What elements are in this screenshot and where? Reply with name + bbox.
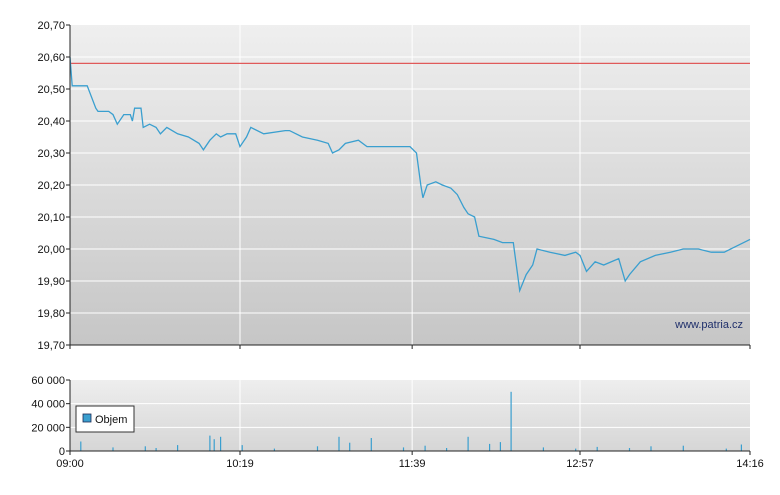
volume-y-tick-label: 60 000 [31, 375, 65, 387]
legend-label: Objem [95, 414, 127, 426]
volume-y-tick-label: 20 000 [31, 422, 65, 434]
price-y-tick-label: 19,90 [37, 276, 65, 288]
price-y-tick-label: 20,70 [37, 20, 65, 32]
price-grid [70, 25, 750, 345]
x-tick-label: 10:19 [226, 458, 254, 470]
price-y-tick-label: 20,40 [37, 116, 65, 128]
price-y-tick-label: 20,60 [37, 52, 65, 64]
x-tick-label: 09:00 [56, 458, 84, 470]
volume-y-axis: 60 000 40 000 20 000 0 [31, 375, 70, 458]
x-tick-label: 12:57 [566, 458, 594, 470]
volume-grid [70, 380, 750, 451]
volume-legend: Objem [75, 405, 135, 433]
price-y-tick-label: 20,00 [37, 244, 65, 256]
price-series-line [69, 56, 751, 294]
x-axis: 09:00 10:19 11:39 12:57 14:16 [56, 451, 764, 470]
volume-plot-area [70, 380, 750, 451]
price-y-tick-label: 19,70 [37, 340, 65, 352]
volume-y-tick-label: 40 000 [31, 399, 65, 411]
x-tick-label: 11:39 [399, 458, 426, 470]
price-y-tick-label: 20,30 [37, 148, 65, 160]
legend-box [75, 405, 135, 433]
price-x-axis-ticks [69, 345, 751, 349]
x-tick-label: 14:16 [736, 458, 764, 470]
price-y-tick-label: 20,20 [37, 180, 65, 192]
price-y-tick-label: 20,10 [37, 212, 65, 224]
price-y-axis: 20,70 20,60 20,50 20,40 20,30 20,20 20,10 20,00… [37, 20, 70, 352]
legend-swatch [82, 413, 92, 423]
volume-y-tick-label: 0 [59, 446, 65, 458]
price-y-tick-label: 20,50 [37, 84, 65, 96]
price-y-tick-label: 19,80 [37, 308, 65, 320]
watermark: www.patria.cz [674, 319, 743, 331]
